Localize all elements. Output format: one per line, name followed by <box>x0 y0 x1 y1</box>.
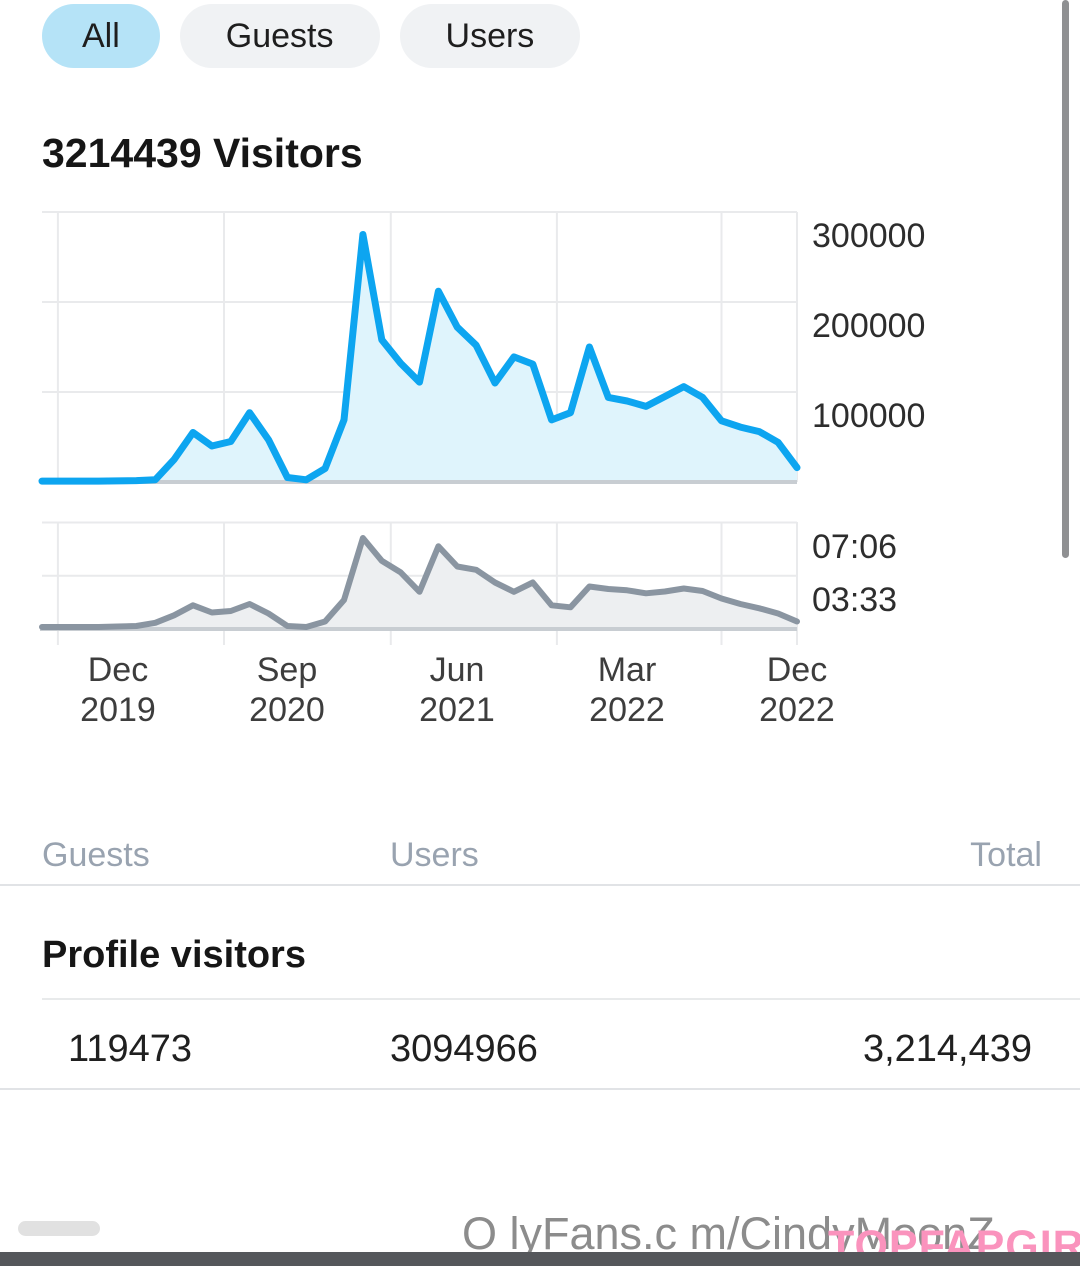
column-users: Users <box>390 836 479 874</box>
scrollbar[interactable] <box>1062 0 1069 558</box>
section-title: Profile visitors <box>42 934 306 976</box>
x-axis-tick: Sep 2020 <box>249 651 325 729</box>
divider <box>0 1088 1080 1090</box>
x-axis-tick: Mar 2022 <box>589 651 665 729</box>
tab-users[interactable]: Users <box>399 4 581 68</box>
tab-guests[interactable]: Guests <box>179 4 380 68</box>
table-row: 119473 3094966 3,214,439 <box>0 1028 1080 1072</box>
column-total: Total <box>970 836 1042 874</box>
x-axis-tick: Jun 2021 <box>419 651 495 729</box>
bottom-navigation: 1 5 <box>0 1090 1080 1266</box>
total-value: 3,214,439 <box>862 1028 1032 1070</box>
session-duration-area-chart <box>39 521 800 645</box>
tab-all[interactable]: All <box>42 4 160 68</box>
visitors-area-chart <box>38 211 801 485</box>
watermark-url: O lyFans.c m/CindyMoonZ <box>462 1208 995 1259</box>
y-axis-label: 200000 <box>812 307 926 345</box>
table-header: Guests Users Total <box>0 836 1080 876</box>
page-title: 3214439 Visitors <box>42 130 363 176</box>
gesture-bar <box>0 1252 1080 1266</box>
y-axis-label: 100000 <box>812 397 926 435</box>
y-axis-duration-label: 07:06 <box>812 528 898 566</box>
y-axis-duration-label: 03:33 <box>812 581 898 619</box>
watermark-smudge <box>18 1221 100 1236</box>
divider <box>0 884 1080 886</box>
guests-value: 119473 <box>68 1028 192 1070</box>
column-guests: Guests <box>42 836 150 874</box>
users-value: 3094966 <box>390 1028 538 1070</box>
y-axis-label: 300000 <box>812 217 926 255</box>
visitor-filter-tabs: All Guests Users <box>42 4 581 68</box>
x-axis-tick: Dec 2019 <box>80 651 156 729</box>
x-axis-tick: Dec 2022 <box>759 651 835 729</box>
divider <box>42 998 1080 1000</box>
